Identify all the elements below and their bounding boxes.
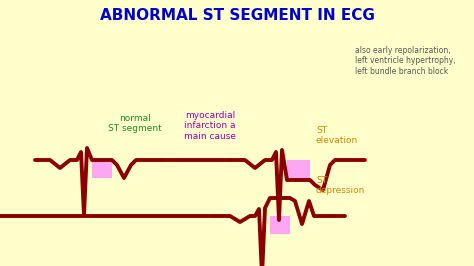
Text: also early repolarization,
left ventricle hypertrophy,
left bundle branch block: also early repolarization, left ventricl… xyxy=(355,46,456,76)
Text: ST
depression: ST depression xyxy=(316,176,365,196)
Text: ST
elevation: ST elevation xyxy=(316,126,358,146)
Bar xyxy=(270,216,290,234)
Bar xyxy=(92,160,112,178)
Text: ABNORMAL ST SEGMENT IN ECG: ABNORMAL ST SEGMENT IN ECG xyxy=(100,8,374,23)
Text: normal
ST segment: normal ST segment xyxy=(108,114,162,134)
Text: myocardial
infarction a
main cause: myocardial infarction a main cause xyxy=(184,111,236,141)
Bar xyxy=(287,160,310,180)
